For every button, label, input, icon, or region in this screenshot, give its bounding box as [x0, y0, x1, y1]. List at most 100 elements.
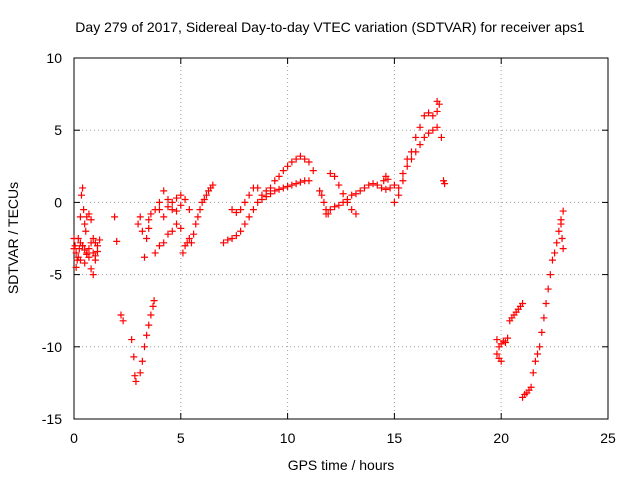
data-point [271, 187, 279, 195]
data-point [81, 246, 89, 254]
data-point [138, 357, 146, 365]
data-point [168, 227, 176, 235]
data-point [433, 123, 441, 131]
data-point [519, 299, 527, 307]
series-sat-w [440, 177, 449, 188]
data-point [160, 239, 168, 247]
data-point [352, 210, 360, 218]
data-point [196, 206, 204, 214]
data-point [132, 377, 140, 385]
data-point [284, 183, 292, 191]
data-point [179, 249, 187, 257]
data-point [416, 141, 424, 149]
data-point [380, 177, 388, 185]
data-point [177, 224, 185, 232]
data-point [77, 191, 85, 199]
data-point [284, 162, 292, 170]
data-point [305, 177, 313, 185]
data-point [382, 185, 390, 193]
data-point [209, 181, 217, 189]
series-sat-a [70, 235, 101, 279]
series-sat-r [326, 170, 360, 218]
data-point [416, 123, 424, 131]
y-tick-label: -5 [50, 267, 63, 283]
data-point [254, 184, 262, 192]
series-sat-ab [529, 207, 567, 377]
series-sat-d [111, 213, 121, 245]
data-point [87, 239, 95, 247]
data-point [316, 187, 324, 195]
data-point [140, 253, 148, 261]
series-sat-aa [519, 383, 535, 401]
data-point [168, 198, 176, 206]
data-point [339, 190, 347, 198]
data-point [187, 239, 195, 247]
data-point [89, 235, 97, 242]
data-point [145, 321, 153, 329]
data-point [559, 245, 567, 253]
x-tick-label: 25 [600, 430, 616, 446]
x-tick-labels: 0 5 10 15 20 25 [70, 430, 616, 446]
y-tick-label: -15 [42, 411, 62, 427]
x-tick-label: 20 [493, 430, 509, 446]
data-point [136, 369, 144, 377]
data-point [548, 256, 556, 264]
y-tick-label: 5 [54, 122, 62, 138]
data-point [493, 350, 501, 358]
series-sat-b [76, 184, 99, 247]
data-point [437, 133, 445, 141]
data-point [326, 170, 334, 178]
data-point [134, 220, 142, 228]
data-point [335, 181, 343, 189]
series-sat-s [380, 172, 392, 185]
data-point [429, 126, 437, 134]
series-sat-z [506, 299, 527, 325]
data-point [348, 191, 356, 199]
data-point [425, 129, 433, 137]
data-point [160, 213, 168, 221]
data-point [237, 227, 245, 235]
data-point [138, 227, 146, 235]
data-point [151, 249, 159, 257]
data-point [356, 187, 364, 195]
data-point [412, 148, 420, 156]
data-point [111, 213, 119, 221]
data-point [352, 190, 360, 198]
data-point [74, 253, 82, 261]
data-point [85, 245, 93, 253]
data-point [181, 196, 189, 204]
data-point [309, 167, 317, 175]
data-point [559, 207, 567, 215]
data-point [200, 196, 208, 204]
data-point [267, 184, 275, 192]
data-point [399, 170, 407, 178]
data-point [82, 227, 90, 235]
series-sat-c [70, 235, 104, 264]
data-point [292, 155, 300, 163]
data-point [79, 242, 87, 250]
series-sat-l [179, 235, 193, 257]
x-tick-label: 5 [177, 430, 185, 446]
data-point [130, 353, 138, 361]
series-sat-p [316, 187, 332, 218]
data-point [245, 191, 253, 199]
data-point [540, 314, 548, 322]
data-point [369, 180, 377, 188]
data-point [348, 206, 356, 214]
data-point [275, 185, 283, 193]
data-point [155, 206, 163, 214]
data-point [558, 235, 566, 242]
data-point [288, 158, 296, 166]
data-point [433, 107, 441, 115]
tick-marks [73, 57, 609, 420]
data-point [143, 331, 151, 339]
series-sat-m [187, 181, 217, 247]
series-sat-f [128, 336, 140, 385]
series-sat-v [433, 97, 443, 108]
data-point [544, 285, 552, 293]
data-point [72, 263, 80, 271]
data-point [360, 184, 368, 192]
data-point [136, 213, 144, 221]
series-sat-i [145, 187, 193, 224]
data-point [96, 236, 104, 244]
